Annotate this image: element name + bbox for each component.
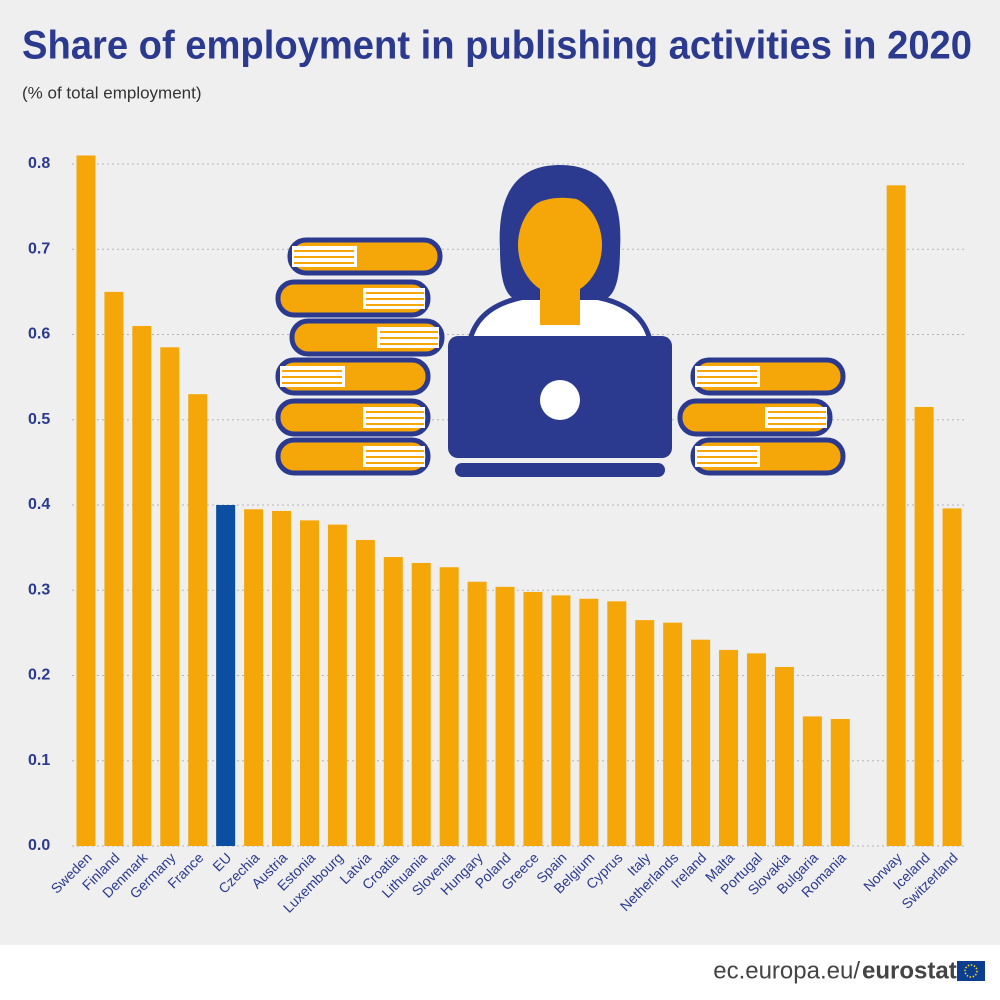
y-tick-label: 0.5 (28, 411, 50, 428)
bar (663, 622, 683, 846)
y-tick-label: 0.4 (28, 496, 50, 513)
bar (244, 509, 264, 846)
bar (467, 581, 487, 846)
bar (272, 510, 292, 846)
bar (886, 185, 906, 846)
bar (160, 347, 180, 846)
bar (132, 325, 152, 847)
footer-background (0, 945, 1000, 1000)
bar (76, 155, 96, 847)
bar (523, 591, 543, 846)
illustration (275, 165, 846, 477)
bar (830, 718, 850, 846)
y-tick-label: 0.2 (28, 667, 50, 684)
bar (551, 595, 571, 846)
y-tick-label: 0.3 (28, 581, 50, 598)
bar (216, 505, 236, 846)
y-tick-label: 0.1 (28, 752, 50, 769)
bar (104, 291, 124, 846)
bar (942, 508, 962, 846)
bar (719, 649, 739, 846)
bar (411, 562, 431, 846)
bar (691, 639, 711, 846)
y-tick-label: 0.6 (28, 326, 50, 343)
bar (607, 601, 627, 846)
chart-title: Share of employment in publishing activi… (22, 24, 972, 68)
y-tick-label: 0.0 (28, 837, 50, 854)
bar (495, 586, 515, 846)
eu-flag-stars (964, 964, 978, 978)
footer-site: ec.europa.eu/ (713, 957, 860, 984)
bar (299, 520, 319, 846)
bar (914, 406, 934, 846)
bar (355, 539, 375, 846)
bar (383, 557, 403, 846)
bar (774, 666, 794, 846)
bar (635, 620, 655, 846)
bar (188, 394, 208, 846)
bar (579, 598, 599, 846)
footer-brand: eurostat (862, 957, 957, 984)
eu-flag (957, 961, 985, 981)
bar (327, 524, 347, 846)
bar (439, 567, 459, 846)
bar (802, 716, 822, 846)
chart-subtitle: (% of total employment) (22, 83, 202, 102)
y-tick-label: 0.8 (28, 155, 50, 172)
bar (746, 653, 766, 846)
y-tick-label: 0.7 (28, 240, 50, 257)
